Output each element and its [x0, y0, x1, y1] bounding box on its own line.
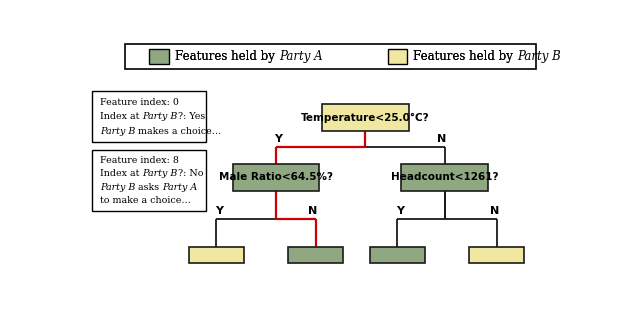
Text: Feature index: 8: Feature index: 8: [100, 156, 179, 165]
Text: Party B: Party B: [517, 50, 561, 63]
FancyBboxPatch shape: [232, 164, 319, 191]
Text: Features held by: Features held by: [413, 50, 517, 63]
FancyBboxPatch shape: [92, 91, 207, 143]
Text: Party A: Party A: [279, 50, 323, 63]
Text: ?: Yes: ?: Yes: [177, 112, 205, 122]
Text: Index at: Index at: [100, 112, 142, 122]
Text: Party B: Party B: [100, 127, 135, 136]
Text: Party B: Party B: [100, 183, 135, 192]
Text: Party A: Party A: [163, 183, 198, 192]
Text: Feature index: 0: Feature index: 0: [100, 98, 179, 107]
FancyBboxPatch shape: [150, 49, 170, 64]
FancyBboxPatch shape: [189, 247, 244, 263]
Text: Party B: Party B: [142, 169, 177, 178]
FancyBboxPatch shape: [288, 247, 343, 263]
Text: N: N: [308, 206, 317, 216]
FancyBboxPatch shape: [401, 164, 488, 191]
Text: N: N: [438, 134, 447, 145]
FancyBboxPatch shape: [370, 247, 425, 263]
Text: Temperature<25.0°C?: Temperature<25.0°C?: [301, 112, 429, 122]
Text: Index at: Index at: [100, 169, 142, 178]
Text: Y: Y: [215, 206, 223, 216]
Text: Y: Y: [396, 206, 404, 216]
FancyBboxPatch shape: [125, 44, 536, 69]
FancyBboxPatch shape: [469, 247, 524, 263]
Text: Party B: Party B: [142, 112, 177, 122]
Text: ?: No: ?: No: [177, 169, 203, 178]
Text: N: N: [490, 206, 499, 216]
Text: asks: asks: [135, 183, 163, 192]
Text: Y: Y: [275, 134, 282, 145]
Text: makes a choice…: makes a choice…: [135, 127, 221, 136]
FancyBboxPatch shape: [322, 104, 408, 131]
Text: Features held by: Features held by: [175, 50, 279, 63]
FancyBboxPatch shape: [92, 150, 207, 211]
FancyBboxPatch shape: [388, 49, 408, 64]
Text: to make a choice…: to make a choice…: [100, 196, 191, 205]
Text: Male Ratio<64.5%?: Male Ratio<64.5%?: [219, 172, 333, 182]
Text: Headcount<1261?: Headcount<1261?: [391, 172, 499, 182]
Text: Features held by: Features held by: [175, 50, 279, 63]
Text: Features held by: Features held by: [413, 50, 517, 63]
